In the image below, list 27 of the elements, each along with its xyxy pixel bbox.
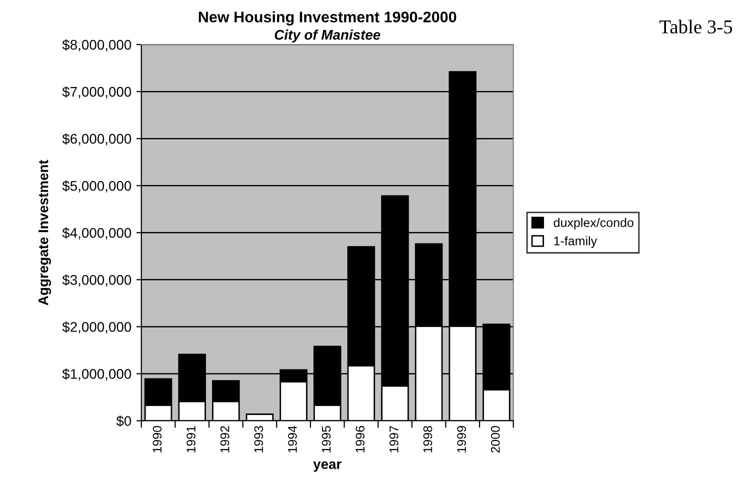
y-tick-label: $0 [116,416,132,427]
x-tick-label: 1998 [423,426,432,452]
x-tick-label: 1995 [322,426,331,452]
x-tick-label: 1991 [186,426,196,452]
y-tick-label: $5,000,000 [62,180,132,192]
x-tick-label: 1992 [220,426,230,452]
x-tick-label: 2000 [490,426,500,453]
x-tick-label: 1997 [390,426,398,452]
chart-title: New Housing Investment 1990-2000 [198,11,456,26]
x-tick-label: 1999 [457,426,466,452]
y-tick-label: $7,000,000 [62,86,132,98]
y-tick-label: $4,000,000 [62,227,132,240]
chart-subtitle: City of Manistee [274,30,380,42]
y-axis-title: Aggregate Investment [38,160,52,306]
legend-label: 1-family [554,236,598,248]
y-tick-label: $6,000,000 [62,133,132,146]
x-axis-title: year [313,461,342,472]
x-tick-label: 1994 [288,426,297,452]
x-tick-label: 1990 [152,426,162,452]
y-tick-label: $2,000,000 [62,321,132,334]
y-tick-label: $1,000,000 [62,368,132,381]
x-tick-label: 1996 [356,426,365,452]
x-tick-label: 1993 [254,426,264,452]
y-tick-label: $3,000,000 [62,274,132,286]
legend-label: duxplex/condo [554,218,634,230]
caption: Table 3-5 [660,20,732,34]
y-tick-label: $8,000,000 [62,39,132,52]
